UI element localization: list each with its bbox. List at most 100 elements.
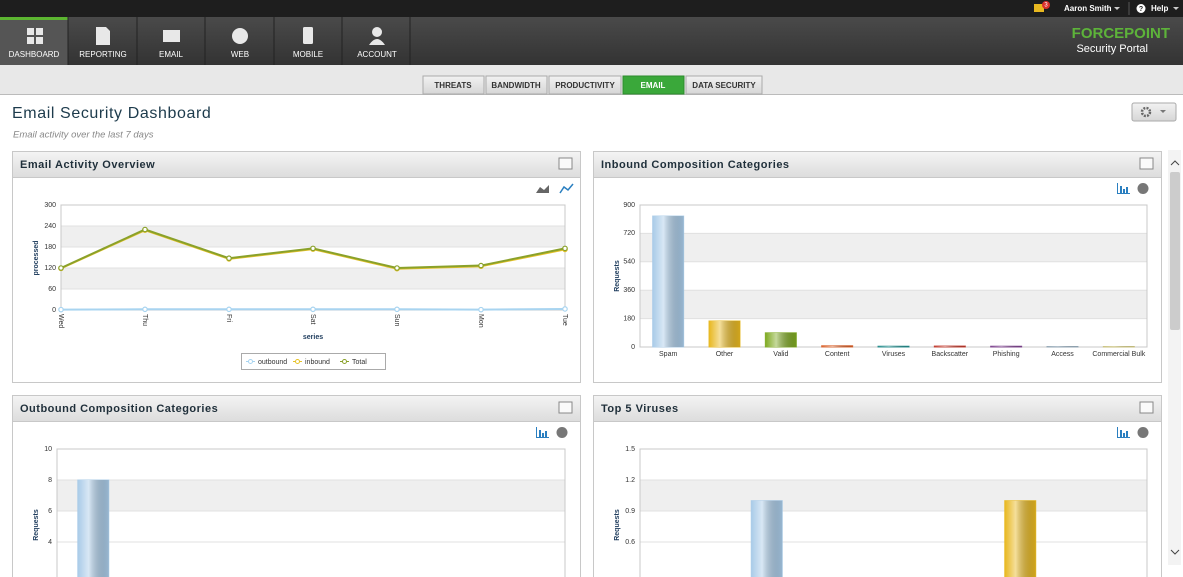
x-axis-title: series xyxy=(303,334,323,341)
page-subtitle: Email activity over the last 7 days xyxy=(13,130,154,141)
tab-label: BANDWIDTH xyxy=(491,81,541,90)
y-tick-label: 1.5 xyxy=(625,446,635,453)
point xyxy=(310,245,316,252)
nav-separators xyxy=(67,17,411,65)
x-tick-label: Content xyxy=(825,351,850,358)
scroll-up[interactable] xyxy=(1170,160,1180,166)
x-tick-label: Spam xyxy=(659,351,677,358)
page-title: Email Security Dashboard xyxy=(12,105,211,122)
bar-shine xyxy=(709,320,740,347)
panel xyxy=(12,151,581,383)
help-icon[interactable] xyxy=(1136,4,1146,13)
tab-label: EMAIL xyxy=(641,81,666,90)
scroll-down[interactable] xyxy=(1170,549,1180,555)
y-tick-label: 0.9 xyxy=(625,508,635,515)
plot-border xyxy=(639,448,1148,577)
nav-item[interactable]: WEB xyxy=(231,50,249,59)
bar-shine xyxy=(1004,500,1036,577)
x-tick-label: Sun xyxy=(393,314,400,327)
bar-view-toggle[interactable] xyxy=(1117,183,1130,194)
y-tick-label: 10 xyxy=(44,446,52,453)
tab[interactable] xyxy=(685,75,763,95)
y-tick-label: 180 xyxy=(623,315,635,322)
tab-active[interactable] xyxy=(622,75,685,95)
expand-button[interactable] xyxy=(1139,157,1154,170)
pie-view-toggle[interactable] xyxy=(1137,183,1149,194)
area-view-toggle[interactable] xyxy=(536,185,549,193)
y-tick-label: 720 xyxy=(623,230,635,237)
x-tick-label: Backscatter xyxy=(932,351,969,358)
point xyxy=(562,306,568,312)
grid-band xyxy=(640,480,1147,511)
grid-band xyxy=(61,226,565,247)
expand-button[interactable] xyxy=(558,401,573,414)
y-axis-title: Requests xyxy=(614,509,621,541)
grid-band xyxy=(640,233,1147,262)
y-tick-label: 120 xyxy=(44,265,56,272)
nav-bar xyxy=(0,17,1183,65)
nav-icons xyxy=(27,27,385,45)
top-bar xyxy=(0,0,1183,17)
nav-item[interactable]: ACCOUNT xyxy=(357,50,397,59)
x-tick-label: Thu xyxy=(141,314,148,326)
y-tick-label: 8 xyxy=(48,477,52,484)
grid-band xyxy=(61,268,565,289)
point xyxy=(142,306,148,313)
settings-button[interactable] xyxy=(1131,102,1177,122)
help-link[interactable]: Help xyxy=(1151,4,1168,13)
settings-dropdown xyxy=(1160,110,1166,113)
brand: FORCEPOINT xyxy=(1072,25,1170,42)
tab[interactable] xyxy=(485,75,548,95)
panel-title: Top 5 Viruses xyxy=(601,403,679,415)
nav-active-bar xyxy=(0,17,68,20)
user-name[interactable]: Aaron Smith xyxy=(1064,4,1112,13)
pie-view-toggle[interactable] xyxy=(1137,427,1149,438)
grid-band xyxy=(57,480,565,511)
x-tick-label: Other xyxy=(716,351,734,358)
point xyxy=(478,262,484,269)
nav-item[interactable]: EMAIL xyxy=(159,50,184,59)
point xyxy=(226,306,232,313)
bar-shine xyxy=(878,346,909,347)
point xyxy=(478,306,484,313)
pie-view-toggle[interactable] xyxy=(556,427,568,438)
bar-shine xyxy=(652,216,684,347)
bar-shine xyxy=(990,346,1022,347)
expand-button[interactable] xyxy=(558,157,573,170)
panel-title: Email Activity Overview xyxy=(20,159,155,171)
panel-title: Outbound Composition Categories xyxy=(20,403,218,415)
nav-item[interactable]: DASHBOARD xyxy=(9,50,60,59)
bar-shine xyxy=(821,345,853,347)
y-axis-title: processed xyxy=(33,240,40,275)
notification-badge xyxy=(1042,1,1050,9)
legend-swatch xyxy=(248,359,253,364)
x-tick-label: Phishing xyxy=(993,351,1020,358)
expand-button[interactable] xyxy=(1139,401,1154,414)
scrollbar-thumb[interactable] xyxy=(1170,172,1180,330)
tab[interactable] xyxy=(548,75,622,95)
user-dropdown[interactable] xyxy=(1114,7,1120,10)
x-tick-label: Wed xyxy=(57,314,64,328)
notification-count: 3 xyxy=(1044,3,1048,9)
legend xyxy=(241,353,386,370)
line-view-toggle[interactable] xyxy=(559,183,574,194)
notification-icon[interactable] xyxy=(1034,4,1044,12)
y-tick-label: 540 xyxy=(623,259,635,266)
y-tick-label: 6 xyxy=(48,508,52,515)
panel-title: Inbound Composition Categories xyxy=(601,159,790,171)
bar-shine xyxy=(751,500,783,577)
legend-label: outbound xyxy=(258,359,287,366)
bar-view-toggle[interactable] xyxy=(536,427,549,438)
nav-item[interactable]: MOBILE xyxy=(293,50,323,59)
tab[interactable] xyxy=(422,75,485,95)
x-tick-label: Access xyxy=(1051,351,1074,358)
tab-label: DATA SECURITY xyxy=(692,81,756,90)
nav-item[interactable]: REPORTING xyxy=(79,50,126,59)
y-tick-label: 900 xyxy=(623,202,635,209)
y-axis-title: Requests xyxy=(33,509,40,541)
bar-view-toggle[interactable] xyxy=(1117,427,1130,438)
y-tick-label: 0 xyxy=(631,344,635,351)
help-dropdown[interactable] xyxy=(1173,7,1179,10)
y-axis-title: Requests xyxy=(614,260,621,292)
